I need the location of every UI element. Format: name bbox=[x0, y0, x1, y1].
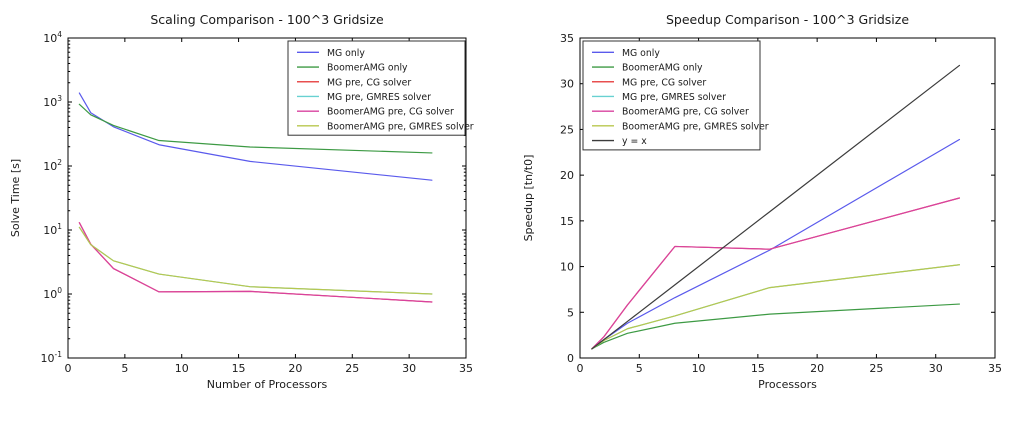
legend-label: BoomerAMG pre, CG solver bbox=[622, 107, 749, 118]
x-tick-label: 30 bbox=[402, 362, 416, 375]
speedup-plot-frame bbox=[579, 37, 996, 359]
series-line-boomeramg-pre-cg-solver bbox=[78, 222, 433, 303]
legend-label: MG only bbox=[622, 48, 660, 59]
series-line-mg-pre-cg-solver bbox=[78, 222, 433, 303]
y-tick-label: 10-1 bbox=[41, 350, 63, 365]
legend-label: BoomerAMG only bbox=[327, 63, 408, 74]
legend-label: MG pre, GMRES solver bbox=[327, 92, 431, 103]
series-line-y-x bbox=[591, 64, 961, 350]
series-line-boomeramg-pre-gmres-solver bbox=[78, 226, 433, 295]
x-tick-label: 20 bbox=[810, 362, 824, 375]
legend-label: BoomerAMG pre, CG solver bbox=[327, 107, 454, 118]
legend-label: MG pre, CG solver bbox=[622, 77, 706, 88]
x-tick-label: 25 bbox=[869, 362, 883, 375]
scaling-chart-xlabel: Number of Processors bbox=[206, 378, 328, 391]
legend-label: BoomerAMG pre, GMRES solver bbox=[622, 121, 769, 132]
speedup-tick-labels: 0 5 10 15 20 25 30 35 0 5 10 15 20 25 30 35 bbox=[560, 32, 1002, 375]
legend-label: MG pre, CG solver bbox=[327, 77, 411, 88]
speedup-chart-ylabel: Speedup [tn/t0] bbox=[522, 154, 535, 242]
speedup-chart: 0 5 10 15 20 25 30 35 0 5 10 15 20 25 30 35 MG only Boome… bbox=[560, 32, 1002, 375]
scaling-chart-ylabel: Solve Time [s] bbox=[9, 158, 22, 238]
y-tick-label: 25 bbox=[560, 123, 574, 136]
legend-label: y = x bbox=[622, 136, 647, 147]
y-tick-label: 15 bbox=[560, 215, 574, 228]
y-tick-label: 103 bbox=[43, 94, 62, 109]
series-line-mg-only bbox=[78, 92, 433, 181]
series-line-mg-only bbox=[591, 138, 961, 350]
y-tick-label: 0 bbox=[567, 352, 574, 365]
speedup-series bbox=[591, 64, 961, 350]
speedup-ticks bbox=[579, 37, 996, 359]
x-tick-label: 0 bbox=[65, 362, 72, 375]
scaling-legend: MG only BoomerAMG only MG pre, CG solver MG… bbox=[287, 40, 474, 136]
x-tick-label: 15 bbox=[751, 362, 765, 375]
scaling-chart-title: Scaling Comparison - 100^3 Gridsize bbox=[150, 12, 384, 27]
series-line-boomeramg-pre-gmres-solver bbox=[591, 264, 961, 350]
x-tick-label: 5 bbox=[121, 362, 128, 375]
scaling-tick-labels: 0 5 10 15 20 25 30 35 10-1 100 101 102 103 104 bbox=[41, 30, 473, 375]
series-line-boomeramg-only bbox=[591, 303, 961, 350]
speedup-chart-title: Speedup Comparison - 100^3 Gridsize bbox=[665, 12, 910, 27]
x-tick-label: 30 bbox=[929, 362, 943, 375]
scaling-series bbox=[78, 92, 433, 303]
y-tick-label: 104 bbox=[43, 30, 62, 45]
y-tick-label: 35 bbox=[560, 32, 574, 45]
series-line-boomeramg-only bbox=[78, 103, 433, 154]
legend-label: MG pre, GMRES solver bbox=[622, 92, 726, 103]
x-tick-label: 20 bbox=[288, 362, 302, 375]
y-tick-label: 5 bbox=[567, 306, 574, 319]
y-tick-label: 100 bbox=[43, 286, 62, 301]
x-tick-label: 0 bbox=[577, 362, 584, 375]
series-line-boomeramg-pre-cg-solver bbox=[591, 197, 961, 350]
series-line-mg-pre-cg-solver bbox=[591, 197, 961, 350]
scaling-plot-frame bbox=[67, 37, 467, 359]
y-tick-label: 10 bbox=[560, 261, 574, 274]
speedup-chart-xlabel: Processors bbox=[758, 378, 817, 391]
x-tick-label: 35 bbox=[459, 362, 473, 375]
y-tick-label: 101 bbox=[43, 222, 62, 237]
legend-box bbox=[582, 40, 761, 151]
x-tick-label: 35 bbox=[988, 362, 1002, 375]
y-tick-label: 20 bbox=[560, 169, 574, 182]
x-tick-label: 10 bbox=[175, 362, 189, 375]
x-tick-label: 25 bbox=[345, 362, 359, 375]
legend-label: MG only bbox=[327, 48, 365, 59]
y-tick-label: 102 bbox=[43, 158, 62, 173]
legend-box bbox=[287, 40, 466, 136]
series-line-mg-pre-gmres-solver bbox=[78, 226, 433, 295]
y-tick-label: 30 bbox=[560, 78, 574, 91]
x-tick-label: 5 bbox=[636, 362, 643, 375]
legend-label: BoomerAMG only bbox=[622, 63, 703, 74]
x-tick-label: 15 bbox=[232, 362, 246, 375]
speedup-legend: MG only BoomerAMG only MG pre, CG solver MG… bbox=[582, 40, 769, 151]
x-tick-label: 10 bbox=[692, 362, 706, 375]
scaling-chart: 0 5 10 15 20 25 30 35 10-1 100 101 102 103 104 MG only… bbox=[41, 30, 474, 375]
legend-label: BoomerAMG pre, GMRES solver bbox=[327, 121, 474, 132]
